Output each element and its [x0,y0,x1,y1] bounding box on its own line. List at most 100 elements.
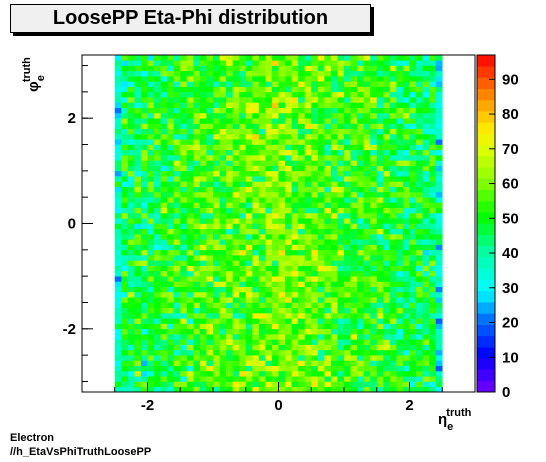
heatmap-cell [376,65,384,72]
heatmap-cell [383,260,391,266]
heatmap-cell [429,55,436,61]
heatmap-cell [134,334,142,340]
heatmap-cell [389,181,397,187]
heatmap-cell [121,102,129,108]
heatmap-cell [193,381,201,388]
heatmap-cell [350,381,358,388]
heatmap-cell [193,181,201,187]
heatmap-cell [350,60,358,66]
heatmap-cell [121,76,129,82]
heatmap-cell [245,307,253,314]
heatmap-cell [180,207,188,214]
heatmap-cell [245,155,253,161]
heatmap-cell [304,313,312,319]
heatmap-cell [383,370,391,377]
heatmap-cell [291,334,299,340]
heatmap-cell [357,281,364,287]
heatmap-cell [154,328,161,335]
heatmap-cell [422,307,430,314]
heatmap-cell [330,360,338,366]
heatmap-cell [219,81,227,87]
heatmap-cell [186,102,194,108]
heatmap-cell [383,381,391,388]
heatmap-cell [285,76,292,82]
heatmap-cell [134,128,142,135]
heatmap-cell [271,255,279,261]
heatmap-cell [239,244,247,251]
heatmap-cell [173,144,181,151]
heatmap-cell [363,81,371,87]
heatmap-cell [344,149,351,156]
heatmap-cell [409,186,417,193]
heatmap-cell [160,239,168,245]
heatmap-cell [213,218,220,224]
heatmap-cell [396,360,404,366]
heatmap-cell [206,318,214,324]
heatmap-cell [199,313,207,319]
heatmap-cell [127,234,135,240]
heatmap-cell [258,133,266,140]
heatmap-cell [213,165,220,172]
heatmap-cell [389,328,397,335]
heatmap-cell [140,107,148,114]
heatmap-cell [383,276,391,282]
heatmap-cell [160,265,168,272]
heatmap-cell [226,170,233,177]
heatmap-cell [324,313,332,319]
heatmap-cell [193,112,201,119]
heatmap-cell [239,191,247,198]
heatmap-cell [134,365,142,372]
heatmap-cell [396,386,404,393]
heatmap-cell [245,381,253,388]
heatmap-cell [370,186,378,193]
heatmap-cell [416,260,423,266]
heatmap-cell [186,349,194,356]
heatmap-cell [416,218,423,224]
heatmap-cell [429,65,436,72]
heatmap-cell [271,81,279,87]
heatmap-cell [370,60,378,66]
heatmap-cell [285,360,292,366]
heatmap-cell [199,265,207,272]
heatmap-cell [363,60,371,66]
heatmap-cell [121,270,129,277]
heatmap-cell [376,207,384,214]
heatmap-cell [363,291,371,298]
heatmap-cell [271,86,279,93]
heatmap-cell [239,170,247,177]
heatmap-cell [265,202,273,209]
heatmap-cell [337,149,345,156]
heatmap-cell [147,76,155,82]
heatmap-cell [344,328,351,335]
heatmap-cell [213,265,220,272]
z-tick-label: 70 [502,141,519,158]
heatmap-cell [271,281,279,287]
heatmap-cell [337,223,345,230]
heatmap-cell [409,334,417,340]
heatmap-cell [363,202,371,209]
heatmap-cell [213,249,220,256]
heatmap-cell [245,386,253,393]
heatmap-cell [350,144,358,151]
heatmap-cell [258,370,266,377]
heatmap-cell [402,123,410,130]
heatmap-cell [383,197,391,203]
heatmap-cell [330,107,338,114]
heatmap-cell [199,155,207,161]
heatmap-cell [213,318,220,324]
heatmap-cell [219,65,227,72]
heatmap-cell [167,223,174,230]
heatmap-cell [311,228,319,235]
heatmap-cell [409,376,417,382]
heatmap-cell [199,160,207,166]
heatmap-cell [350,323,358,330]
heatmap-cell [245,170,253,177]
heatmap-cell [199,276,207,282]
heatmap-cell [199,112,207,119]
heatmap-cell [154,133,161,140]
heatmap-cell [285,228,292,235]
heatmap-cell [134,281,142,287]
heatmap-cell [226,234,233,240]
heatmap-cell [206,265,214,272]
heatmap-cell [160,91,168,98]
